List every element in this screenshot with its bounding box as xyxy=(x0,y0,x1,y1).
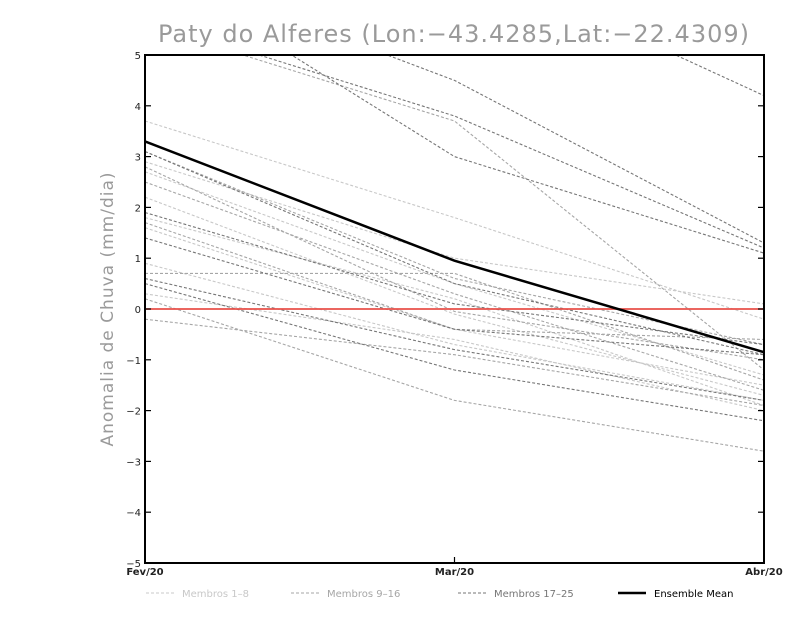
series-line-m24 xyxy=(145,283,764,422)
series-line-m08 xyxy=(145,293,764,412)
y-tick-label: 3 xyxy=(135,153,141,164)
series-line-m21 xyxy=(145,211,764,346)
y-tick-label: 1 xyxy=(135,254,141,265)
legend-label-mean: Ensemble Mean xyxy=(654,589,733,600)
series-layer xyxy=(145,55,764,452)
y-axis-label: Anomalia de Chuva (mm/dia) xyxy=(98,171,118,446)
series-line-m04 xyxy=(145,196,764,396)
series-line-m18 xyxy=(385,55,764,244)
series-line-m11 xyxy=(145,166,764,361)
series-line-ensemble-mean xyxy=(145,140,764,354)
legend-label-g3: Membros 17–25 xyxy=(494,589,574,600)
y-tick-label: −3 xyxy=(126,457,141,468)
y-tick-label: −2 xyxy=(126,407,141,418)
series-line-m02 xyxy=(145,161,764,305)
series-line-m10 xyxy=(145,150,764,346)
y-tick-label: −5 xyxy=(126,559,141,570)
series-line-m05 xyxy=(145,217,764,407)
legend-label-g1: Membros 1–8 xyxy=(182,589,249,600)
series-line-m20 xyxy=(145,150,764,356)
y-tick-label: 4 xyxy=(135,102,141,113)
series-line-m16 xyxy=(145,318,764,407)
series-line-m15 xyxy=(145,298,764,452)
x-tick-label: Mar/20 xyxy=(435,567,474,578)
y-tick-label: −4 xyxy=(126,508,141,519)
chart-title: Paty do Alferes (Lon:−43.4285,Lat:−22.43… xyxy=(158,20,750,48)
series-line-m14 xyxy=(145,272,764,381)
series-line-m01 xyxy=(145,120,764,320)
series-line-m22 xyxy=(145,237,764,356)
y-tick-label: −1 xyxy=(126,356,141,367)
x-tick-label: Fev/20 xyxy=(126,567,163,578)
y-tick-label: 0 xyxy=(135,305,141,316)
y-tick-label: 5 xyxy=(135,51,141,62)
mean-layer xyxy=(145,140,764,354)
series-line-m17 xyxy=(257,55,764,249)
series-line-m19 xyxy=(290,55,764,254)
x-tick-label: Abr/20 xyxy=(745,567,782,578)
series-line-m12 xyxy=(145,181,764,391)
y-tick-label: 2 xyxy=(135,203,141,214)
series-line-m23 xyxy=(145,277,764,401)
series-line-m09 xyxy=(240,55,764,371)
legend: Membros 1–8 Membros 9–16 Membros 17–25 Ense… xyxy=(146,589,733,600)
series-line-m07 xyxy=(145,262,764,401)
legend-label-g2: Membros 9–16 xyxy=(327,589,400,600)
